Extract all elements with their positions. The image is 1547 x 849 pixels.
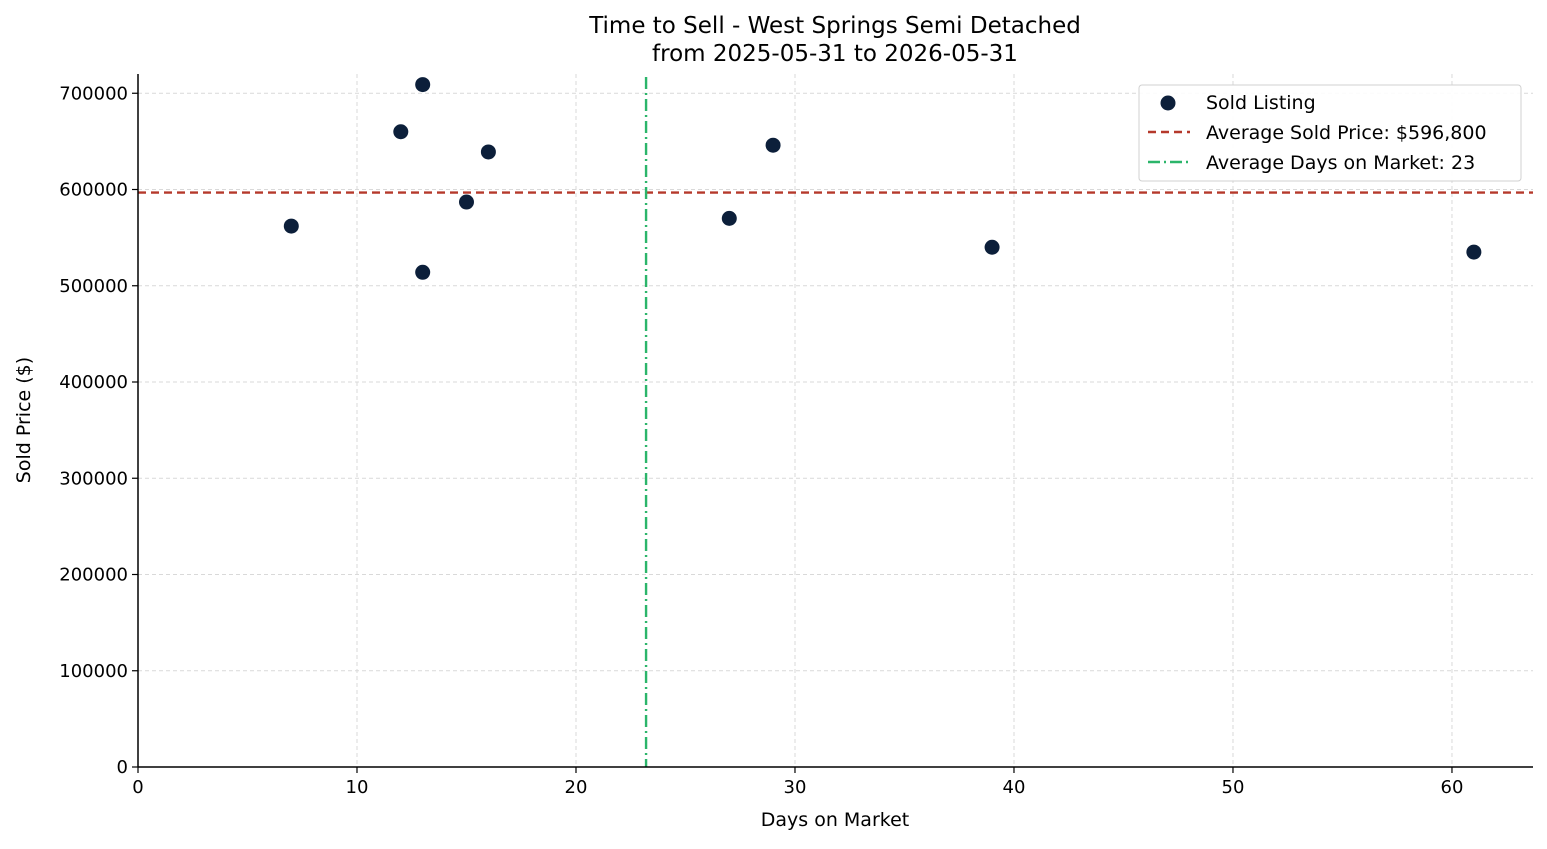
x-tick-label: 10 <box>346 777 369 798</box>
sold-listing-point <box>458 194 474 210</box>
y-tick-label: 500000 <box>59 276 128 297</box>
y-tick-label: 0 <box>117 757 128 778</box>
chart-title: Time to Sell - West Springs Semi Detache… <box>588 13 1081 39</box>
sold-listing-point <box>480 144 496 160</box>
y-tick-label: 700000 <box>59 83 128 104</box>
data-points <box>283 77 1482 280</box>
sold-listing-point <box>1466 244 1482 260</box>
reference-lines <box>138 77 1533 767</box>
sold-listing-point <box>393 124 409 140</box>
legend-label-average-price: Average Sold Price: $596,800 <box>1206 122 1487 144</box>
legend-marker-sold-listing <box>1160 95 1176 111</box>
sold-listing-point <box>765 137 781 153</box>
axes: 0 10 20 30 40 50 60 0 100000 200000 300000 400000 50… <box>59 74 1533 798</box>
x-axis-label: Days on Market <box>761 809 909 831</box>
sold-listing-point <box>721 210 737 226</box>
x-tick-label: 20 <box>565 777 588 798</box>
legend-label-sold-listing: Sold Listing <box>1206 92 1316 114</box>
legend-label-average-days: Average Days on Market: 23 <box>1206 152 1475 174</box>
x-tick-label: 0 <box>132 777 143 798</box>
x-tick-label: 30 <box>784 777 807 798</box>
sold-listing-point <box>415 264 431 280</box>
chart-subtitle: from 2025-05-31 to 2026-05-31 <box>652 41 1018 67</box>
y-axis-label: Sold Price ($) <box>13 357 35 483</box>
sold-listing-point <box>984 239 1000 255</box>
y-tick-label: 100000 <box>59 661 128 682</box>
y-tick-label: 400000 <box>59 372 128 393</box>
legend: Sold Listing Average Sold Price: $596,80… <box>1138 84 1522 182</box>
x-tick-label: 60 <box>1441 777 1464 798</box>
y-tick-label: 600000 <box>59 180 128 201</box>
sold-listing-point <box>415 77 431 93</box>
x-tick-label: 40 <box>1003 777 1026 798</box>
y-tick-label: 200000 <box>59 565 128 586</box>
y-tick-label: 300000 <box>59 468 128 489</box>
x-tick-label: 50 <box>1222 777 1245 798</box>
legend-box <box>1138 84 1522 182</box>
sold-listing-point <box>283 218 299 234</box>
grid-lines <box>138 74 1533 767</box>
